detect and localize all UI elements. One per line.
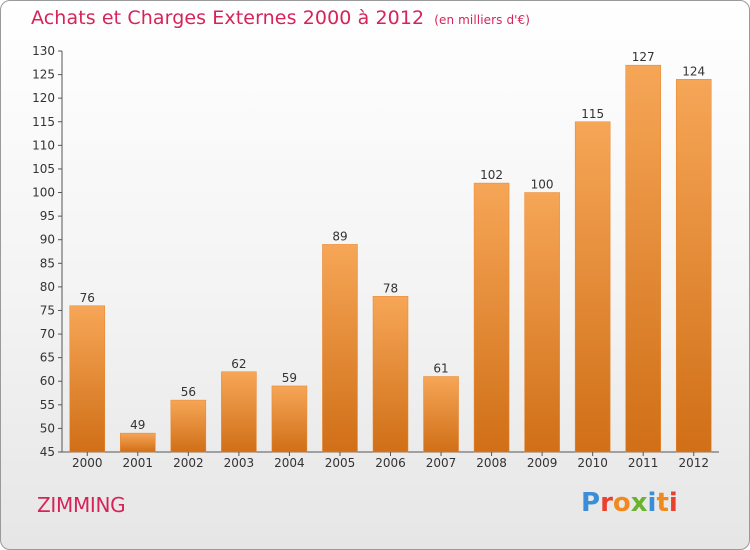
data-label-2003: 62 xyxy=(231,357,246,371)
bar-2004 xyxy=(271,385,308,453)
bar-2005 xyxy=(322,244,358,453)
x-tick-label-2008: 2008 xyxy=(476,456,507,470)
proxiti-logo[interactable]: Proxiti xyxy=(581,488,678,518)
bar-2009 xyxy=(524,192,560,453)
logo-letter: o xyxy=(612,488,631,518)
bar-2002 xyxy=(170,399,207,453)
logo-letter: x xyxy=(630,488,648,518)
y-tick-label: 75 xyxy=(40,303,55,317)
bar-2003 xyxy=(221,371,257,453)
data-label-2005: 89 xyxy=(332,229,347,243)
bars xyxy=(69,64,712,453)
data-label-2010: 115 xyxy=(581,107,604,121)
logo-letter: i xyxy=(647,488,657,518)
bar-2010 xyxy=(574,121,611,453)
data-label-2012: 124 xyxy=(682,64,705,78)
y-tick-label: 65 xyxy=(40,351,55,365)
x-tick-label-2002: 2002 xyxy=(173,456,204,470)
data-label-2007: 61 xyxy=(433,362,448,376)
logo-letter: P xyxy=(581,488,601,518)
commune-name: ZIMMING xyxy=(37,493,126,517)
x-tick-label-2003: 2003 xyxy=(224,456,255,470)
x-tick-label-2012: 2012 xyxy=(678,456,709,470)
x-tick-label-2010: 2010 xyxy=(577,456,608,470)
y-tick-label: 85 xyxy=(40,256,55,270)
y-tick-label: 45 xyxy=(40,445,55,459)
x-tick-label-2006: 2006 xyxy=(375,456,406,470)
x-tick-label-2007: 2007 xyxy=(426,456,457,470)
data-label-2004: 59 xyxy=(282,371,297,385)
y-tick-label: 55 xyxy=(40,398,55,412)
x-tick-label-2000: 2000 xyxy=(72,456,103,470)
data-label-2008: 102 xyxy=(480,168,503,182)
y-tick-label: 70 xyxy=(40,327,55,341)
y-tick-label: 80 xyxy=(40,280,55,294)
y-tick-label: 115 xyxy=(32,115,55,129)
bar-2011 xyxy=(625,64,661,453)
logo-letter: i xyxy=(668,488,678,518)
y-tick-label: 90 xyxy=(40,233,55,247)
y-tick-label: 105 xyxy=(32,162,55,176)
bar-2000 xyxy=(69,305,106,453)
data-label-2002: 56 xyxy=(181,385,196,399)
bar-2001 xyxy=(120,432,156,453)
bar-2006 xyxy=(372,296,409,453)
bar-2008 xyxy=(473,182,510,453)
y-tick-label: 110 xyxy=(32,138,55,152)
data-label-2011: 127 xyxy=(632,50,655,64)
x-tick-labels: 2000 2001 2002 2003 2004 2005 2006 2007 2008 2009… xyxy=(72,452,709,470)
x-tick-label-2009: 2009 xyxy=(527,456,558,470)
chart-unit-label: (en milliers d'€) xyxy=(434,13,531,27)
data-label-2006: 78 xyxy=(383,281,398,295)
x-tick-label-2004: 2004 xyxy=(274,456,305,470)
y-tick-label: 60 xyxy=(40,374,55,388)
x-tick-label-2005: 2005 xyxy=(325,456,356,470)
y-tick-label: 125 xyxy=(32,68,55,82)
data-label-2009: 100 xyxy=(531,178,554,192)
logo-letter: r xyxy=(600,488,613,518)
y-tick-label: 95 xyxy=(40,209,55,223)
x-tick-label-2011: 2011 xyxy=(628,456,659,470)
y-tick-label: 100 xyxy=(32,186,55,200)
y-tick-labels: 45 50 55 60 65 70 75 80 85 90 95 100 105 110 115 120 125… xyxy=(32,44,62,459)
y-tick-label: 120 xyxy=(32,91,55,105)
data-label-2000: 76 xyxy=(80,291,95,305)
chart-title-text: Achats et Charges Externes 2000 à 2012 xyxy=(31,7,425,29)
x-tick-label-2001: 2001 xyxy=(123,456,154,470)
y-tick-label: 130 xyxy=(32,44,55,58)
chart-title: Achats et Charges Externes 2000 à 2012 (e… xyxy=(31,7,530,29)
bar-2012 xyxy=(675,79,712,453)
bar-2007 xyxy=(423,376,459,453)
data-label-2001: 49 xyxy=(130,418,145,432)
data-labels: 76 49 56 62 59 89 78 61 102 100 115 127 124 xyxy=(80,50,706,432)
y-tick-label: 50 xyxy=(40,421,55,435)
logo-letter: t xyxy=(656,488,669,518)
